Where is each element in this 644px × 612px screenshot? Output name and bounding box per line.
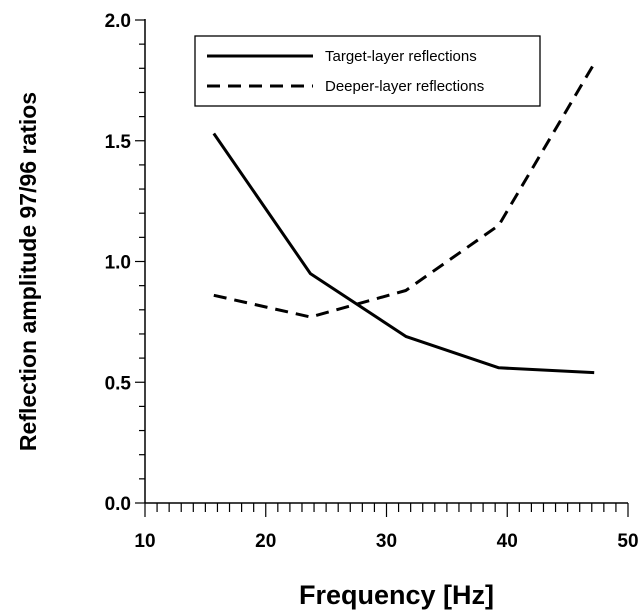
legend-label-target-layer: Target-layer reflections [325,48,477,65]
x-axis: 10 20 30 40 50 [134,502,639,552]
x-tick-label: 20 [255,531,276,552]
series-line-target-layer [212,132,595,375]
x-tick-label: 30 [376,531,397,552]
y-tick-label: 0.5 [105,373,132,394]
x-axis-title: Frequency [Hz] [299,580,494,610]
legend-box [194,35,541,107]
x-tick-label: 40 [497,531,518,552]
legend: Target-layer reflections Deeper-layer re… [194,35,541,107]
y-axis-title: Reflection amplitude 97/96 ratios [15,92,41,451]
x-tick-label: 50 [617,531,638,552]
legend-label-deeper-layer: Deeper-layer reflections [325,78,484,95]
series-line-deeper-layer [213,62,596,319]
y-tick-label: 1.0 [105,253,131,274]
y-tick-label: 0.0 [105,494,131,515]
series-layer [212,62,596,375]
y-tick-label: 1.5 [105,132,132,153]
y-axis: 0.0 0.5 1.0 1.5 2.0 [105,11,146,515]
x-tick-label: 10 [134,531,155,552]
y-tick-label: 2.0 [105,11,131,32]
